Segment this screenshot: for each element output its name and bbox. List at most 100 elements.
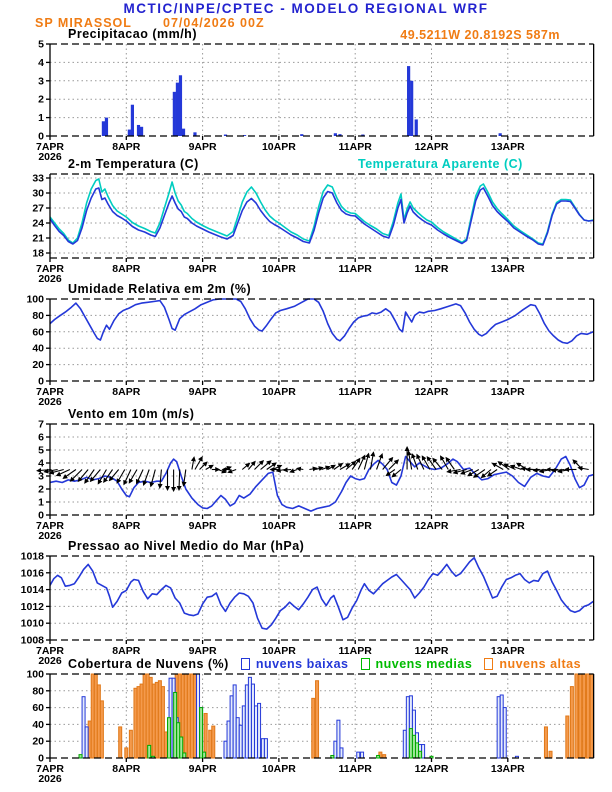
svg-text:9APR: 9APR (189, 645, 217, 657)
svg-text:2026: 2026 (38, 273, 62, 285)
svg-text:10APR: 10APR (262, 520, 296, 532)
cloud-panel-title: Cobertura de Nuvens (%) (68, 657, 229, 671)
svg-text:7APR: 7APR (36, 645, 64, 657)
nuvens-baixas-swatch-icon (240, 658, 250, 670)
station-name: SP MIRASSOL (35, 16, 132, 30)
svg-text:2026: 2026 (38, 396, 62, 408)
svg-text:5: 5 (38, 445, 44, 457)
svg-text:60: 60 (32, 702, 44, 714)
svg-text:7APR: 7APR (36, 520, 64, 532)
nuvens-altas-legend-label: nuvens altas (499, 657, 582, 671)
svg-text:40: 40 (32, 343, 44, 355)
svg-text:0: 0 (38, 131, 44, 143)
svg-text:0: 0 (38, 753, 44, 765)
svg-text:2026: 2026 (38, 773, 62, 785)
svg-text:21: 21 (32, 233, 44, 245)
svg-text:13APR: 13APR (491, 520, 525, 532)
station-coordinates: 49.5211W 20.8192S 587m (400, 28, 560, 42)
svg-text:1012: 1012 (21, 601, 45, 613)
svg-text:3: 3 (38, 471, 44, 483)
precip-panel-title: Precipitacao (mm/h) (68, 27, 197, 41)
svg-text:10APR: 10APR (262, 763, 296, 775)
svg-text:8APR: 8APR (112, 141, 140, 153)
svg-text:9APR: 9APR (189, 263, 217, 275)
svg-text:8APR: 8APR (112, 520, 140, 532)
svg-text:4: 4 (38, 57, 44, 69)
svg-text:7APR: 7APR (36, 386, 64, 398)
svg-text:7APR: 7APR (36, 141, 64, 153)
svg-text:13APR: 13APR (491, 141, 525, 153)
svg-text:0: 0 (38, 510, 44, 522)
svg-text:11APR: 11APR (339, 520, 373, 532)
humidity-panel-title: Umidade Relativa em 2m (%) (68, 282, 252, 296)
svg-text:1010: 1010 (21, 618, 45, 630)
svg-text:12APR: 12APR (415, 520, 449, 532)
svg-text:9APR: 9APR (189, 520, 217, 532)
temp-panel-title: 2-m Temperatura (C) (68, 157, 199, 171)
svg-text:9APR: 9APR (189, 141, 217, 153)
svg-text:1018: 1018 (21, 551, 45, 563)
svg-text:1008: 1008 (21, 635, 45, 647)
svg-text:80: 80 (32, 310, 44, 322)
svg-text:10APR: 10APR (262, 141, 296, 153)
svg-text:10APR: 10APR (262, 645, 296, 657)
svg-text:3: 3 (38, 75, 44, 87)
svg-text:11APR: 11APR (339, 763, 373, 775)
svg-text:100: 100 (26, 294, 44, 306)
svg-text:2026: 2026 (38, 530, 62, 542)
svg-text:0: 0 (38, 376, 44, 388)
nuvens-altas-swatch-icon (484, 658, 494, 670)
nuvens-medias-legend-label: nuvens medias (375, 657, 473, 671)
svg-text:1014: 1014 (21, 584, 45, 596)
svg-text:7APR: 7APR (36, 763, 64, 775)
svg-text:1: 1 (38, 497, 44, 509)
svg-text:60: 60 (32, 326, 44, 338)
svg-text:12APR: 12APR (415, 386, 449, 398)
svg-text:12APR: 12APR (415, 645, 449, 657)
svg-text:12APR: 12APR (415, 141, 449, 153)
svg-text:7APR: 7APR (36, 263, 64, 275)
svg-text:20: 20 (32, 736, 44, 748)
svg-text:13APR: 13APR (491, 645, 525, 657)
svg-text:11APR: 11APR (339, 141, 373, 153)
svg-text:2026: 2026 (38, 151, 62, 163)
run-datetime: 07/04/2026 00Z (163, 16, 265, 30)
svg-text:9APR: 9APR (189, 763, 217, 775)
svg-text:9APR: 9APR (189, 386, 217, 398)
svg-text:40: 40 (32, 719, 44, 731)
svg-text:2: 2 (38, 484, 44, 496)
svg-text:11APR: 11APR (339, 263, 373, 275)
apparent-temp-title: Temperatura Aparente (C) (358, 157, 523, 171)
svg-text:4: 4 (38, 458, 44, 470)
svg-text:18: 18 (32, 248, 44, 260)
svg-text:33: 33 (32, 173, 44, 185)
svg-text:27: 27 (32, 203, 44, 215)
svg-text:11APR: 11APR (339, 645, 373, 657)
svg-text:13APR: 13APR (491, 763, 525, 775)
svg-text:13APR: 13APR (491, 263, 525, 275)
svg-text:2: 2 (38, 94, 44, 106)
svg-text:2026: 2026 (38, 655, 62, 667)
svg-text:10APR: 10APR (262, 263, 296, 275)
wind-panel-title: Vento em 10m (m/s) (68, 407, 195, 421)
svg-text:10APR: 10APR (262, 386, 296, 398)
pressure-panel-title: Pressao ao Nivel Medio do Mar (hPa) (68, 539, 305, 553)
cloud-panel-header: Cobertura de Nuvens (%) nuvens baixas nu… (68, 657, 581, 671)
nuvens-medias-swatch-icon (360, 658, 370, 670)
nuvens-baixas-legend-label: nuvens baixas (255, 657, 349, 671)
model-title: MCTIC/INPE/CPTEC - MODELO REGIONAL WRF (123, 1, 489, 16)
svg-text:12APR: 12APR (415, 263, 449, 275)
svg-text:8APR: 8APR (112, 263, 140, 275)
svg-text:13APR: 13APR (491, 386, 525, 398)
svg-text:7: 7 (38, 419, 44, 431)
svg-text:8APR: 8APR (112, 763, 140, 775)
svg-text:11APR: 11APR (339, 386, 373, 398)
svg-text:12APR: 12APR (415, 763, 449, 775)
